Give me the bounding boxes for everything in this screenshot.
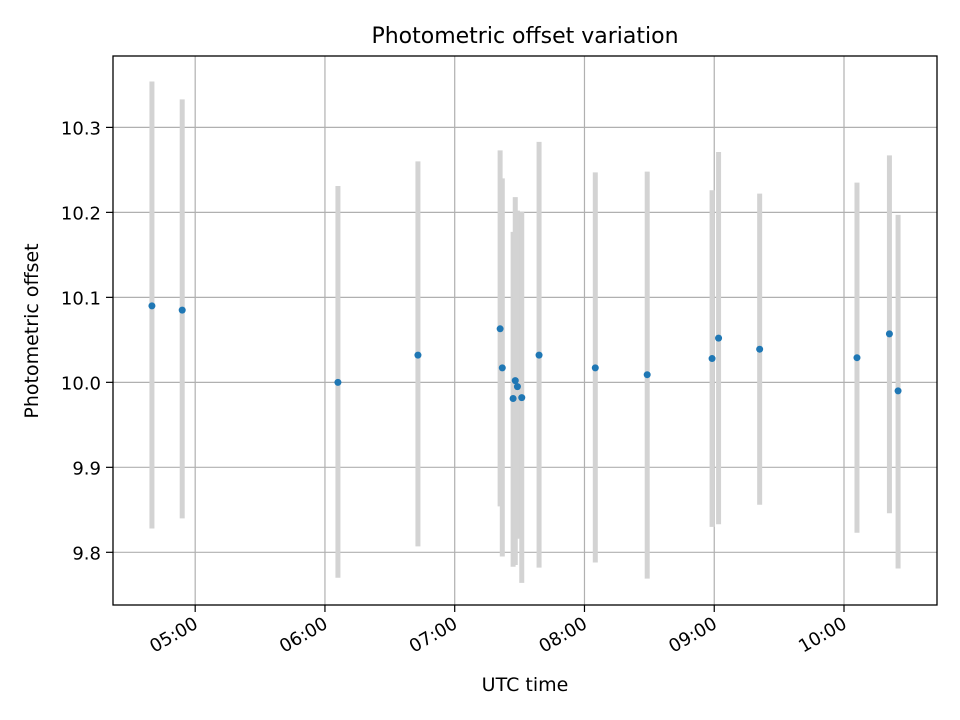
y-tick-label: 10.0 [61, 373, 101, 394]
data-point [513, 383, 521, 391]
data-point [894, 387, 902, 395]
data-points [148, 302, 902, 402]
y-axis-ticks: 9.8 9.9 10.0 10.1 10.2 10.3 [61, 118, 113, 564]
data-point [535, 351, 543, 359]
data-point [334, 378, 342, 386]
y-tick-label: 9.9 [72, 458, 101, 479]
data-point [643, 371, 651, 379]
data-point [509, 394, 517, 402]
data-point [496, 325, 504, 333]
data-point [715, 334, 723, 342]
data-point [885, 330, 893, 338]
chart-title: Photometric offset variation [371, 24, 678, 49]
y-tick-label: 9.8 [72, 543, 101, 564]
data-point [756, 345, 764, 353]
data-point [708, 355, 716, 363]
data-point [591, 364, 599, 372]
data-point [498, 364, 506, 372]
data-point [853, 354, 861, 362]
y-axis-label: Photometric offset [21, 243, 43, 418]
y-tick-label: 10.3 [61, 118, 101, 139]
data-point [178, 306, 186, 314]
grid-lines [113, 56, 937, 605]
data-point [511, 377, 519, 385]
y-tick-label: 10.2 [61, 203, 101, 224]
data-point [518, 394, 526, 402]
data-point [414, 351, 422, 359]
y-tick-label: 10.1 [61, 288, 101, 309]
x-axis-label: UTC time [482, 674, 569, 696]
data-point [148, 302, 156, 310]
plot-frame [112, 55, 938, 606]
